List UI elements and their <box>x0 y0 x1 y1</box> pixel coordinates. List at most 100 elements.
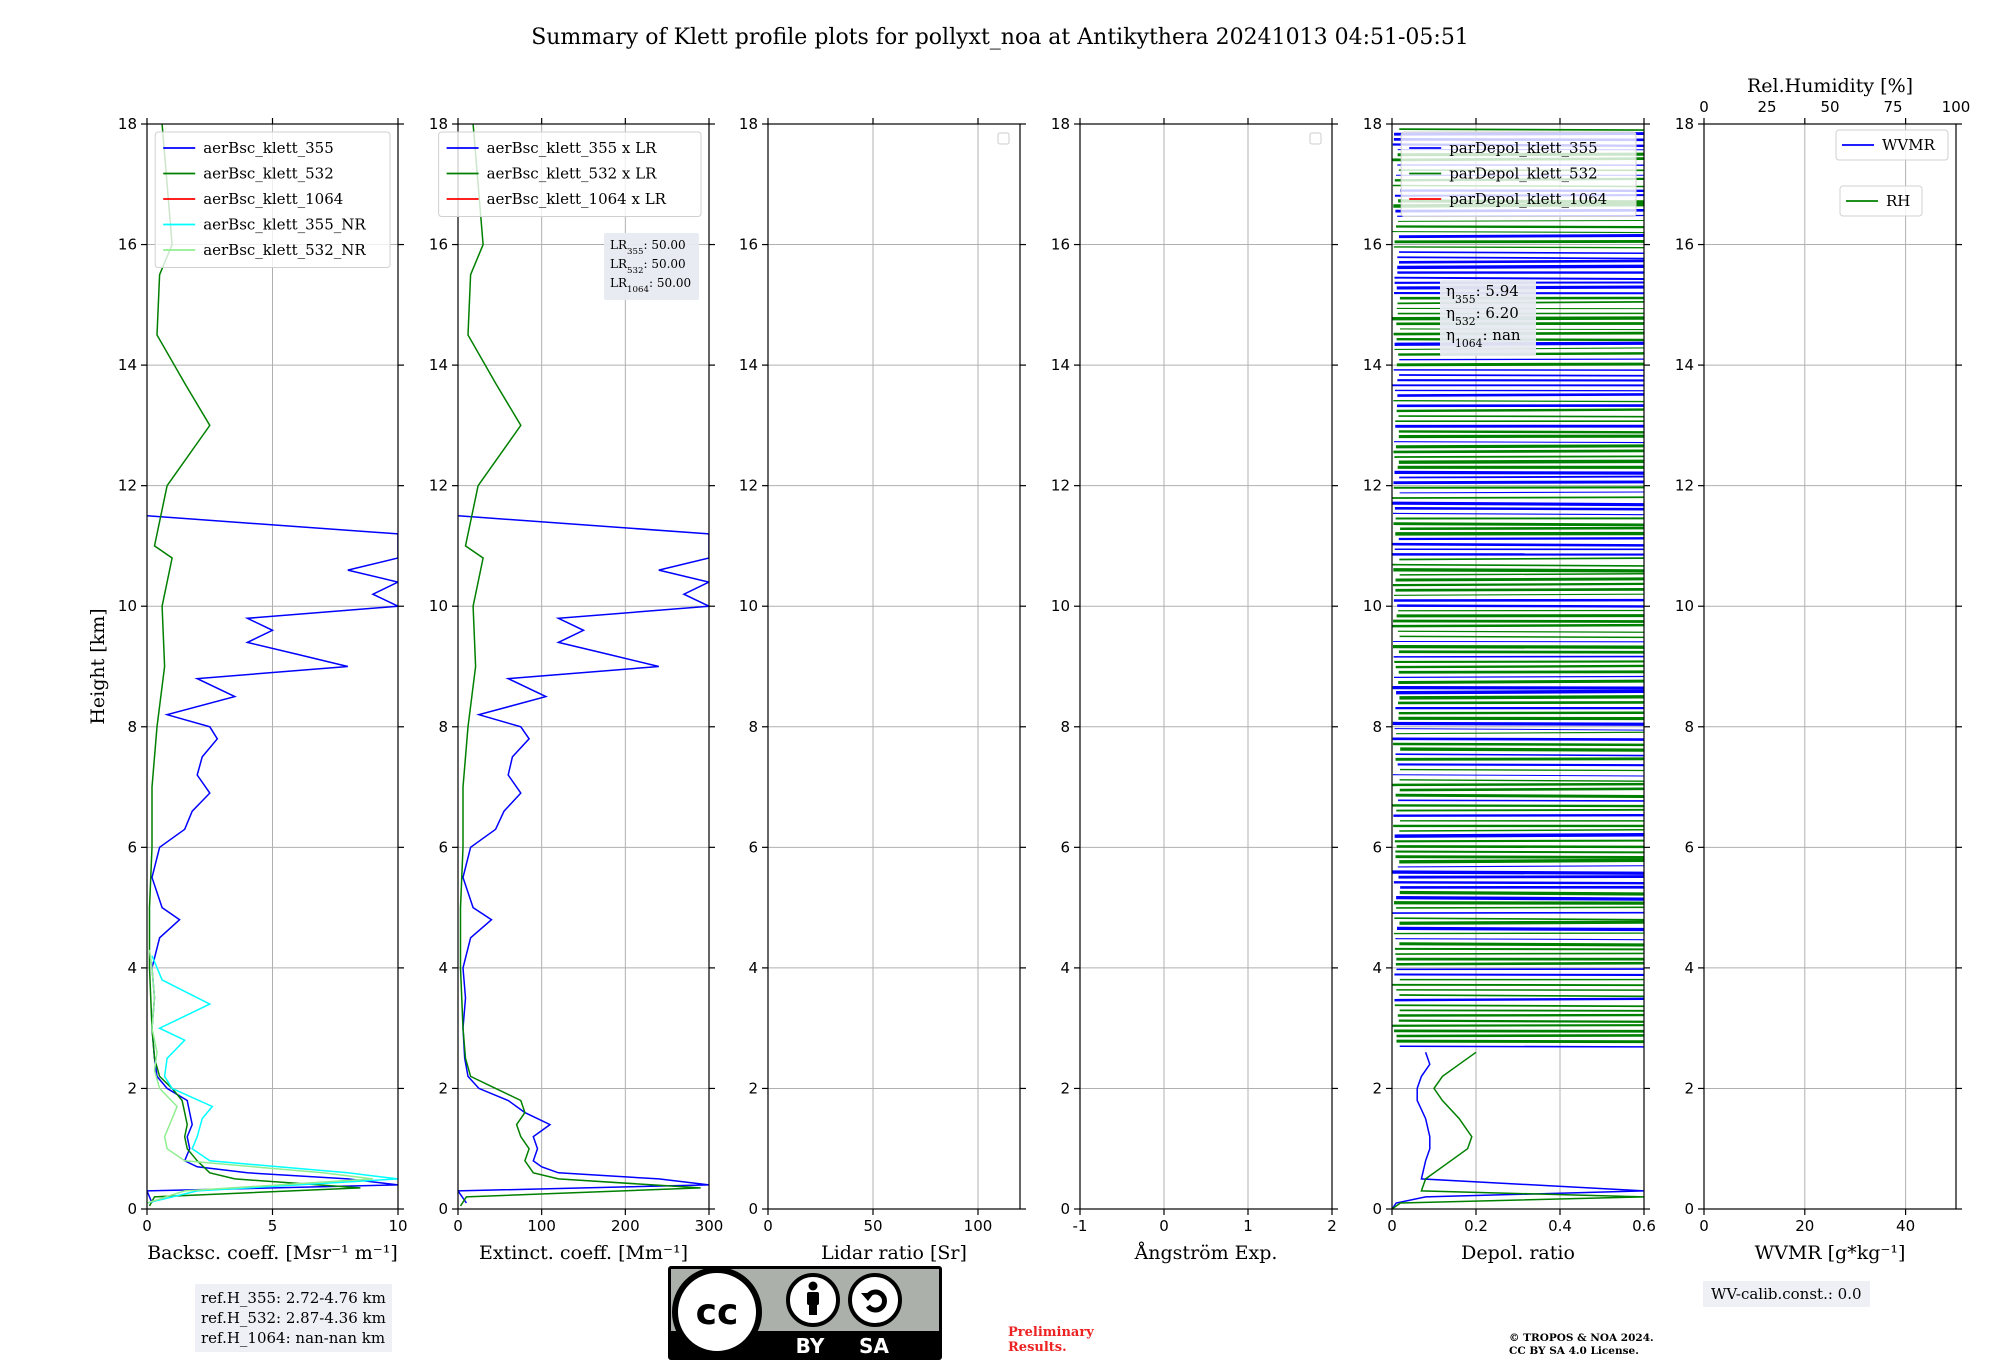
x-tick-label: 0 <box>1699 1217 1709 1235</box>
y-tick-label: 2 <box>438 1079 448 1097</box>
series-line-parDepol_klett_355 <box>1392 1052 1644 1209</box>
reference-height-box: ref.H_355: 2.72-4.76 km ref.H_532: 2.87-… <box>195 1284 392 1352</box>
depol-noise-segment <box>1392 774 1644 777</box>
depol-noise-segment <box>1399 1045 1644 1048</box>
y-tick-label: 10 <box>1675 597 1694 615</box>
y-tick-label: 10 <box>1363 597 1382 615</box>
y-tick-label: 2 <box>127 1079 137 1097</box>
depol-noise-segment <box>1398 875 1644 879</box>
y-tick-label: 18 <box>1675 115 1694 133</box>
depol-noise-segment <box>1396 689 1644 695</box>
depol-noise-segment <box>1399 475 1644 479</box>
depol-noise-segment <box>1393 512 1644 516</box>
preliminary-line-1: Preliminary <box>1008 1325 1094 1340</box>
depol-noise-segment <box>1399 557 1644 561</box>
depol-noise-segment <box>1399 374 1644 377</box>
depol-noise-segment <box>1399 128 1644 131</box>
depol-noise-segment <box>1398 537 1644 541</box>
y-tick-label: 4 <box>1684 959 1694 977</box>
depol-noise-segment <box>1395 577 1644 582</box>
depol-noise-segment <box>1392 563 1644 567</box>
x2-tick-label: 75 <box>1883 98 1902 116</box>
depol-noise-segment <box>1392 496 1644 499</box>
depol-noise-segment <box>1393 568 1644 573</box>
depol-noise-segment <box>1400 747 1644 752</box>
panel-6: 0 2 4 6 8 10 12 14 16 18 0 20 40 WVMR [g*kg⁻¹] 0 25 50 75… <box>1675 75 1970 1264</box>
y-tick-label: 18 <box>1051 115 1070 133</box>
x-tick-label: 2 <box>1327 1217 1337 1235</box>
depol-noise-segment <box>1394 839 1644 843</box>
sa-label: SA <box>859 1334 889 1358</box>
depol-noise-segment <box>1399 994 1644 998</box>
annotation-box <box>604 233 699 300</box>
y-tick-label: 18 <box>1363 115 1382 133</box>
depol-noise-segment <box>1396 408 1644 413</box>
y-tick-label: 0 <box>1684 1200 1694 1218</box>
depol-noise-segment <box>1396 906 1644 909</box>
depol-noise-segment <box>1396 731 1644 735</box>
depol-noise-segment <box>1393 449 1644 454</box>
y-tick-label: 16 <box>429 236 448 254</box>
depol-noise-segment <box>1394 660 1644 664</box>
x-tick-label: 0 <box>763 1217 773 1235</box>
series-line-parDepol_klett_532 <box>1392 1051 1644 1209</box>
panel-2: 0 2 4 6 8 10 12 14 16 18 0 100 200 300 Extinct. coeff.… <box>429 115 723 1264</box>
cc-icon <box>672 1267 762 1357</box>
y-tick-label: 2 <box>748 1079 758 1097</box>
y-tick-label: 8 <box>127 718 137 736</box>
y-tick-label: 8 <box>1684 718 1694 736</box>
cc-by-sa-logo: cc BY SA <box>668 1266 942 1360</box>
sa-share-alike-icon <box>848 1273 902 1327</box>
y-tick-label: 6 <box>1060 838 1070 856</box>
depol-noise-segment <box>1392 870 1644 875</box>
y-tick-label: 12 <box>118 477 137 495</box>
depol-noise-segment <box>1392 721 1644 726</box>
depol-noise-segment <box>1392 804 1644 808</box>
depol-noise-segment <box>1392 1024 1644 1027</box>
panel-5: 0 2 4 6 8 10 12 14 16 18 0 0.2 0.4 0.6 Depol. ratio par… <box>1363 115 1656 1264</box>
legend-label: parDepol_klett_355 <box>1449 139 1598 157</box>
depol-noise-segment <box>1392 782 1644 787</box>
annotation-line: LR532: 50.00 <box>610 257 686 276</box>
depol-noise-segment <box>1394 276 1644 280</box>
depol-noise-segment <box>1393 441 1644 444</box>
x-tick-label: 0 <box>1159 1217 1169 1235</box>
depol-noise-segment <box>1396 808 1644 812</box>
axes-frame <box>1079 123 1333 1210</box>
depol-noise-segment <box>1398 1019 1644 1023</box>
y-tick-label: 0 <box>748 1200 758 1218</box>
empty-legend-box <box>1309 132 1322 145</box>
depol-noise-segment <box>1392 501 1644 507</box>
y-tick-label: 16 <box>1051 236 1070 254</box>
panel-1: 0 2 4 6 8 10 12 14 16 18 0 5 10 Backsc. coeff. [Msr⁻¹… <box>87 115 408 1264</box>
axes-frame <box>1391 123 1645 1210</box>
figure-title: Summary of Klett profile plots for polly… <box>531 25 1469 50</box>
y-tick-label: 12 <box>429 477 448 495</box>
depol-noise-segment <box>1397 630 1644 633</box>
depol-noise-segment <box>1398 799 1644 802</box>
y-tick-label: 4 <box>127 959 137 977</box>
y-tick-label: 6 <box>1684 838 1694 856</box>
ref-h-355: ref.H_355: 2.72-4.76 km <box>201 1289 386 1307</box>
depol-noise-segment <box>1399 920 1644 925</box>
depol-noise-segment <box>1399 491 1644 494</box>
depol-noise-segment <box>1395 855 1644 859</box>
y-axis-label: Height [km] <box>87 608 109 724</box>
x-tick-label: 0.6 <box>1632 1217 1656 1235</box>
y-tick-label: 2 <box>1372 1079 1382 1097</box>
x-tick-label: 0.2 <box>1464 1217 1488 1235</box>
x-tick-label: 5 <box>268 1217 278 1235</box>
series-line-aerBsc_klett_355 x LR <box>458 515 709 1204</box>
x2-tick-label: 0 <box>1699 98 1709 116</box>
depol-noise-segment <box>1396 926 1644 932</box>
depol-noise-segment <box>1399 358 1644 361</box>
annotation-line: η532: 6.20 <box>1446 304 1519 328</box>
depol-noise-segment <box>1395 588 1644 592</box>
y-tick-label: 8 <box>748 718 758 736</box>
empty-legend-box <box>997 132 1010 145</box>
legend-label: parDepol_klett_1064 <box>1449 190 1607 208</box>
depol-noise-segment <box>1396 1034 1644 1038</box>
y-tick-label: 14 <box>1675 356 1694 374</box>
x2-axis-label: Rel.Humidity [%] <box>1747 75 1913 97</box>
